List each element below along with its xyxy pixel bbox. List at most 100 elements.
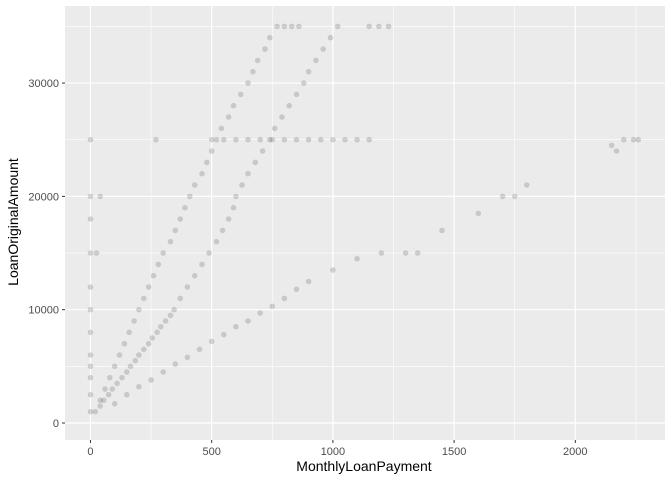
data-point [233,193,239,200]
data-point [213,136,220,143]
data-point [269,303,276,310]
data-point [153,136,159,143]
data-point [167,238,174,245]
data-point [87,374,94,381]
data-point [318,136,324,143]
data-point [630,136,637,143]
data-point [511,193,518,200]
data-point [257,310,264,316]
data-point [305,278,312,285]
data-point [206,250,212,256]
data-point [230,102,237,109]
data-point [366,23,373,30]
data-point [245,170,251,177]
data-point [136,383,142,390]
data-point [269,136,276,143]
data-point [259,148,266,154]
data-point [608,142,615,149]
data-point [334,23,341,30]
data-point [233,323,239,330]
data-point [184,354,191,361]
data-point [116,352,123,358]
data-point [177,295,183,302]
y-tick-label: 20000 [28,191,59,203]
data-point [376,23,382,30]
data-point [320,46,327,52]
data-point [155,261,162,268]
data-point [238,91,244,98]
y-tick-label: 30000 [28,78,59,90]
data-point [119,374,125,381]
data-point [109,386,116,392]
data-point [230,204,237,211]
data-point [184,284,191,290]
data-point [402,250,409,256]
data-point [254,57,261,64]
data-point [191,182,198,188]
data-point [313,57,319,64]
data-point [330,267,336,273]
data-point [199,261,205,268]
data-point [87,193,94,200]
data-point [262,46,268,52]
data-point [414,250,421,256]
data-point [293,91,300,98]
data-point [288,23,295,30]
data-point [187,193,193,200]
x-tick-label: 0 [87,446,93,458]
data-point [145,284,152,290]
data-point [87,391,94,398]
data-point [208,338,215,345]
data-point [281,23,288,30]
data-point [111,363,118,370]
data-point [154,329,160,336]
data-point [305,136,312,143]
y-tick-label: 0 [53,418,59,430]
data-point [160,369,166,375]
data-point [87,284,94,290]
x-tick-label: 1500 [442,446,466,458]
data-point [621,136,627,143]
data-point [245,80,251,86]
x-tick-label: 2000 [563,446,587,458]
x-tick-label: 1000 [321,446,345,458]
data-point [149,335,156,341]
data-point [127,363,134,370]
data-point [87,216,94,222]
data-point [92,408,99,415]
data-point [101,397,107,404]
y-tick-label: 10000 [28,305,59,317]
data-point [87,250,94,256]
data-point [87,136,94,143]
data-point [281,295,288,302]
data-point [252,159,259,166]
data-point [172,361,179,367]
data-point [354,136,360,143]
data-point [177,216,183,222]
data-point [366,136,373,143]
data-point [635,136,642,143]
data-point [121,340,128,347]
data-point [274,23,280,30]
data-point [171,306,177,313]
data-point [239,182,245,188]
data-point [204,159,210,166]
data-point [613,148,620,154]
data-point [327,34,334,41]
major-gridlines [65,6,665,440]
data-point [167,312,174,319]
data-point [250,68,256,75]
data-point [97,397,103,404]
data-point [342,136,348,143]
data-point [97,193,103,200]
data-point [233,136,239,143]
data-point [162,318,169,324]
data-point [87,363,94,370]
data-point [199,170,205,177]
data-point [131,318,137,324]
data-point [218,125,225,132]
data-point [97,403,103,409]
data-point [111,400,118,407]
data-point [132,357,139,364]
